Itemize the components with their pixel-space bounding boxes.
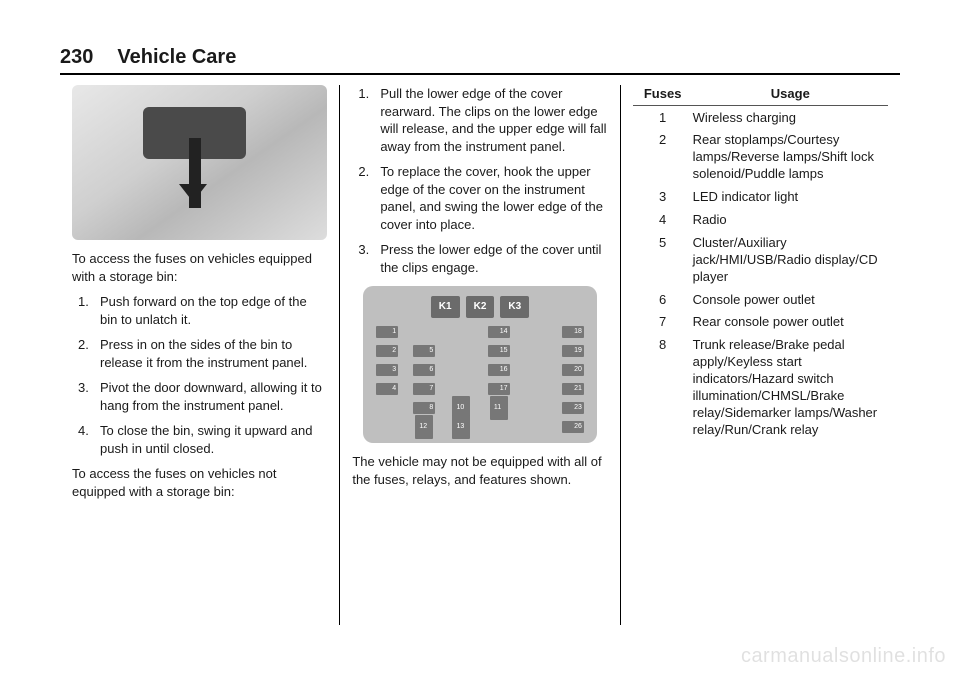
fuse-block: 12 — [415, 415, 433, 439]
fuse-row: 7Rear console power outlet — [633, 314, 888, 331]
fuse-block: 14 — [488, 326, 510, 338]
list-item: Press the lower edge of the cover until … — [352, 241, 607, 276]
fuse-block: 11 — [490, 396, 508, 420]
fuse-number: 8 — [633, 337, 693, 438]
column-2: Pull the lower edge of the cover rearwar… — [339, 85, 619, 625]
fuse-row: 1Wireless charging — [633, 110, 888, 127]
page-header: 230 Vehicle Care — [60, 46, 900, 75]
fuse-box-diagram: K1 K2 K3 1 14 18 2 5 15 19 3 6 16 20 4 — [363, 286, 598, 443]
list-item: To replace the cover, hook the upper edg… — [352, 163, 607, 233]
fuse-number: 7 — [633, 314, 693, 331]
fuse-block: 8 — [413, 402, 435, 414]
col1-steps1: Push forward on the top edge of the bin … — [72, 293, 327, 457]
manual-page: 230 Vehicle Care To access the fuses on … — [0, 0, 960, 625]
fuse-block: 26 — [562, 421, 584, 433]
fuse-row: 6Console power outlet — [633, 292, 888, 309]
column-1: To access the fuses on vehicles equipped… — [60, 85, 339, 625]
fuse-block: 7 — [413, 383, 435, 395]
fuse-block: 6 — [413, 364, 435, 376]
fuse-block: 21 — [562, 383, 584, 395]
col2-steps: Pull the lower edge of the cover rearwar… — [352, 85, 607, 276]
relay-row: K1 K2 K3 — [371, 296, 590, 318]
fuse-block: 23 — [562, 402, 584, 414]
list-item: Pull the lower edge of the cover rearwar… — [352, 85, 607, 155]
fuse-block: 20 — [562, 364, 584, 376]
section-title: Vehicle Care — [117, 46, 236, 69]
fuse-usage: Radio — [693, 212, 888, 229]
fuse-number: 6 — [633, 292, 693, 309]
fuse-usage: Console power outlet — [693, 292, 888, 309]
fuse-block: 3 — [376, 364, 398, 376]
fuse-row: 2Rear stoplamps/Courtesy lamps/Reverse l… — [633, 132, 888, 183]
fuse-block: 4 — [376, 383, 398, 395]
fuse-grid: 1 14 18 2 5 15 19 3 6 16 20 4 7 17 21 — [371, 324, 590, 435]
list-item: To close the bin, swing it upward and pu… — [72, 422, 327, 457]
storage-bin-illustration — [72, 85, 327, 240]
fuse-block: 17 — [488, 383, 510, 395]
content-columns: To access the fuses on vehicles equipped… — [60, 85, 900, 625]
fuse-table-body: 1Wireless charging2Rear stoplamps/Courte… — [633, 110, 888, 439]
header-fuses: Fuses — [633, 85, 693, 103]
fuse-usage: Wireless charging — [693, 110, 888, 127]
watermark: carmanualsonline.info — [741, 645, 946, 668]
fuse-block: 2 — [376, 345, 398, 357]
fuse-row: 3LED indicator light — [633, 189, 888, 206]
col2-note: The vehicle may not be equipped with all… — [352, 453, 607, 488]
col1-intro1: To access the fuses on vehicles equipped… — [72, 250, 327, 285]
list-item: Press in on the sides of the bin to rele… — [72, 336, 327, 371]
fuse-row: 4Radio — [633, 212, 888, 229]
list-item: Pivot the door downward, allowing it to … — [72, 379, 327, 414]
fuse-number: 3 — [633, 189, 693, 206]
fuse-block: 5 — [413, 345, 435, 357]
fuse-row: 5Cluster/Auxiliary jack/HMI/USB/Radio di… — [633, 235, 888, 286]
relay-k1: K1 — [431, 296, 460, 318]
fuse-usage: Cluster/Auxiliary jack/HMI/USB/Radio dis… — [693, 235, 888, 286]
page-number: 230 — [60, 46, 93, 69]
col1-intro2: To access the fuses on vehicles not equi… — [72, 465, 327, 500]
fuse-number: 2 — [633, 132, 693, 183]
fuse-block: 16 — [488, 364, 510, 376]
fuse-row: 8Trunk release/Brake pedal apply/Keyless… — [633, 337, 888, 438]
column-3: Fuses Usage 1Wireless charging2Rear stop… — [620, 85, 900, 625]
fuse-table-header: Fuses Usage — [633, 85, 888, 106]
fuse-block: 15 — [488, 345, 510, 357]
fuse-block: 18 — [562, 326, 584, 338]
fuse-usage: Rear stoplamps/Courtesy lamps/Reverse la… — [693, 132, 888, 183]
fuse-usage: LED indicator light — [693, 189, 888, 206]
fuse-block: 1 — [376, 326, 398, 338]
fuse-usage: Rear console power outlet — [693, 314, 888, 331]
fuse-number: 1 — [633, 110, 693, 127]
fuse-number: 5 — [633, 235, 693, 286]
arrow-down-icon — [179, 184, 207, 202]
fuse-block: 13 — [452, 415, 470, 439]
list-item: Push forward on the top edge of the bin … — [72, 293, 327, 328]
relay-k3: K3 — [500, 296, 529, 318]
fuse-usage: Trunk release/Brake pedal apply/Keyless … — [693, 337, 888, 438]
fuse-number: 4 — [633, 212, 693, 229]
header-usage: Usage — [693, 85, 888, 103]
relay-k2: K2 — [466, 296, 495, 318]
fuse-block: 19 — [562, 345, 584, 357]
